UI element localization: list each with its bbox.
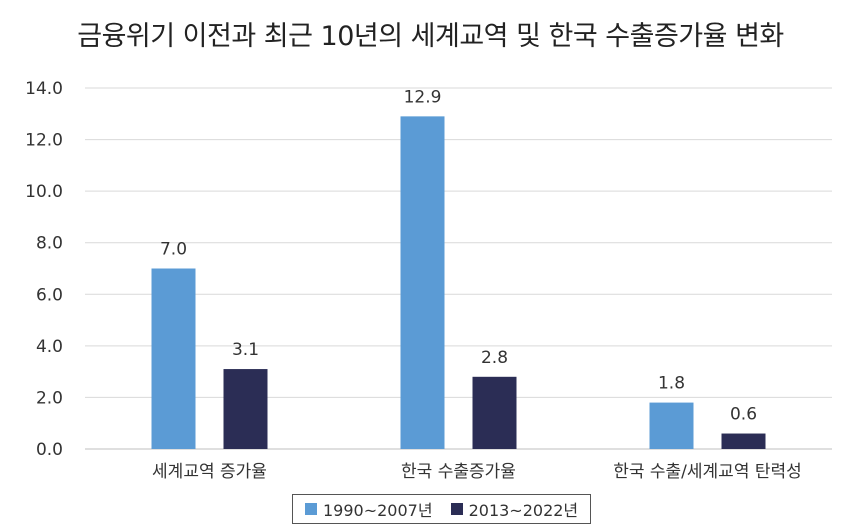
legend-item-series-2: 2013~2022년 bbox=[450, 497, 579, 521]
bar bbox=[400, 116, 445, 449]
legend-item-series-1: 1990~2007년 bbox=[305, 497, 433, 521]
data-label: 2.8 bbox=[481, 348, 508, 368]
y-tick-label: 6.0 bbox=[36, 285, 63, 305]
data-label: 7.0 bbox=[160, 240, 187, 260]
data-label: 12.9 bbox=[404, 87, 442, 107]
legend-swatch-series-1 bbox=[305, 503, 317, 515]
legend-swatch-series-2 bbox=[450, 503, 463, 515]
y-tick-label: 8.0 bbox=[36, 234, 63, 254]
x-tick-label: 한국 수출/세계교역 탄력성 bbox=[613, 462, 802, 482]
bar bbox=[721, 433, 766, 449]
y-tick-label: 4.0 bbox=[36, 337, 63, 357]
bar bbox=[649, 402, 694, 449]
y-tick-label: 2.0 bbox=[36, 388, 63, 408]
data-label: 1.8 bbox=[658, 374, 685, 394]
legend-label-series-2: 2013~2022년 bbox=[468, 501, 579, 520]
legend-label-series-1: 1990~2007년 bbox=[323, 501, 433, 520]
y-tick-label: 0.0 bbox=[36, 440, 63, 460]
chart-title: 금융위기 이전과 최근 10년의 세계교역 및 한국 수출증가율 변화 bbox=[77, 21, 784, 52]
data-label: 0.6 bbox=[730, 405, 757, 425]
legend: 1990~2007년 2013~2022년 bbox=[292, 494, 592, 524]
y-tick-label: 12.0 bbox=[25, 131, 63, 151]
data-label: 3.1 bbox=[232, 340, 259, 360]
bar bbox=[151, 268, 196, 449]
bar bbox=[472, 376, 517, 449]
y-tick-label: 10.0 bbox=[25, 182, 63, 202]
x-tick-label: 한국 수출증가율 bbox=[401, 462, 516, 482]
x-tick-label: 세계교역 증가율 bbox=[152, 462, 267, 482]
y-tick-label: 14.0 bbox=[25, 79, 63, 99]
bar bbox=[223, 369, 268, 449]
